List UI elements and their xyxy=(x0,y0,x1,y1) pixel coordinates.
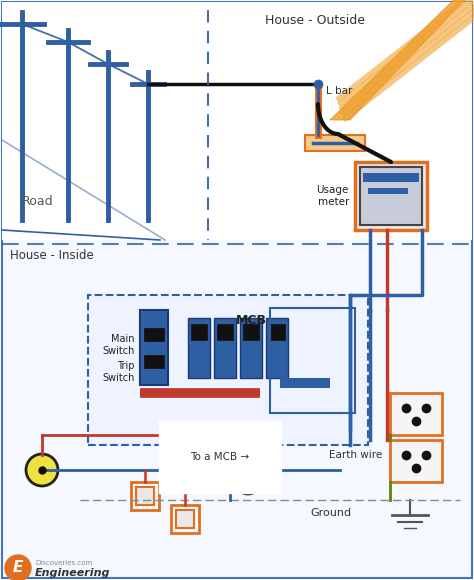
FancyBboxPatch shape xyxy=(360,167,422,225)
Text: Fuse panel: Fuse panel xyxy=(198,453,258,463)
FancyBboxPatch shape xyxy=(188,318,210,378)
FancyBboxPatch shape xyxy=(176,510,194,528)
FancyBboxPatch shape xyxy=(363,173,419,182)
FancyBboxPatch shape xyxy=(191,324,207,340)
FancyBboxPatch shape xyxy=(280,378,330,388)
FancyBboxPatch shape xyxy=(266,318,288,378)
FancyBboxPatch shape xyxy=(214,318,236,378)
FancyBboxPatch shape xyxy=(2,2,472,240)
Text: House - Outside: House - Outside xyxy=(265,14,365,27)
FancyBboxPatch shape xyxy=(136,487,154,505)
FancyBboxPatch shape xyxy=(368,188,408,194)
FancyBboxPatch shape xyxy=(171,505,199,533)
Text: Earth wire: Earth wire xyxy=(329,450,382,460)
Text: Road: Road xyxy=(22,195,54,208)
Text: To a MCB →: To a MCB → xyxy=(191,452,250,462)
FancyBboxPatch shape xyxy=(240,318,262,378)
Circle shape xyxy=(234,466,262,494)
Circle shape xyxy=(26,454,58,486)
Text: Discoveries.com: Discoveries.com xyxy=(35,560,92,566)
Text: L bar: L bar xyxy=(326,86,352,96)
Text: Engineering: Engineering xyxy=(35,568,110,578)
Text: Main
Switch: Main Switch xyxy=(103,334,135,356)
FancyBboxPatch shape xyxy=(305,135,365,151)
FancyBboxPatch shape xyxy=(140,310,168,385)
Text: Trip
Switch: Trip Switch xyxy=(103,361,135,383)
Polygon shape xyxy=(330,0,474,120)
FancyBboxPatch shape xyxy=(88,295,368,445)
FancyBboxPatch shape xyxy=(131,482,159,510)
FancyBboxPatch shape xyxy=(390,393,442,435)
Text: Usage
meter: Usage meter xyxy=(317,185,349,207)
Text: Ground: Ground xyxy=(310,508,351,518)
Text: House - Inside: House - Inside xyxy=(10,249,94,262)
FancyBboxPatch shape xyxy=(269,324,285,340)
Text: MCB: MCB xyxy=(236,314,266,327)
FancyBboxPatch shape xyxy=(390,440,442,482)
FancyBboxPatch shape xyxy=(144,328,164,341)
Circle shape xyxy=(5,555,31,580)
Text: E: E xyxy=(13,560,23,575)
FancyBboxPatch shape xyxy=(217,324,233,340)
FancyBboxPatch shape xyxy=(243,324,259,340)
FancyBboxPatch shape xyxy=(355,162,427,230)
FancyBboxPatch shape xyxy=(144,355,164,368)
